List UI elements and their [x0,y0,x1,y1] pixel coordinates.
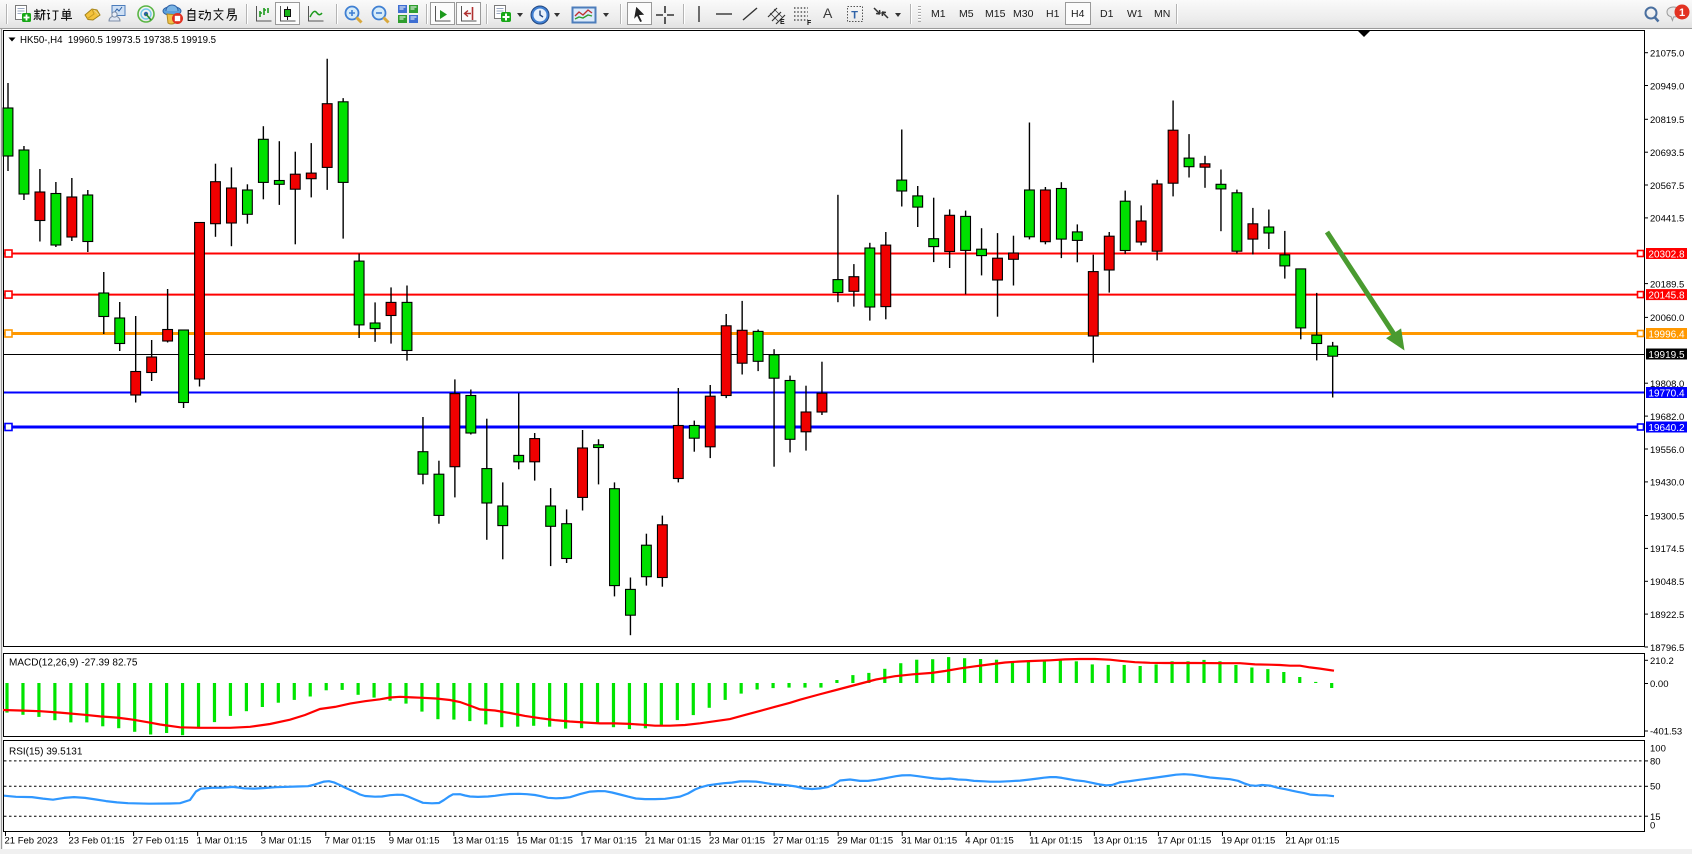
svg-text:19682.0: 19682.0 [1650,412,1684,423]
svg-text:F: F [807,20,812,26]
svg-text:RSI(15) 39.5131: RSI(15) 39.5131 [9,747,83,758]
svg-text:21 Feb 2023: 21 Feb 2023 [5,835,58,846]
svg-text:50: 50 [1650,782,1661,793]
svg-text:13 Apr 01:15: 13 Apr 01:15 [1093,835,1147,846]
svg-text:3 Mar 01:15: 3 Mar 01:15 [261,835,312,846]
svg-text:20302.8: 20302.8 [1648,249,1685,260]
svg-text:19808.0: 19808.0 [1650,379,1684,390]
svg-text:MACD(12,26,9) -27.39 82.75: MACD(12,26,9) -27.39 82.75 [9,658,138,669]
svg-text:27 Feb 01:15: 27 Feb 01:15 [133,835,189,846]
svg-text:20189.5: 20189.5 [1650,279,1684,290]
svg-text:19 Apr 01:15: 19 Apr 01:15 [1221,835,1275,846]
svg-text:20441.5: 20441.5 [1650,214,1684,225]
svg-text:18922.5: 18922.5 [1650,610,1684,621]
svg-text:19640.2: 19640.2 [1648,423,1685,434]
svg-text:19556.0: 19556.0 [1650,445,1684,456]
svg-text:19048.5: 19048.5 [1650,577,1684,588]
svg-text:23 Mar 01:15: 23 Mar 01:15 [709,835,765,846]
svg-text:HK50-,H4 19960.5 19973.5 1973: HK50-,H4 19960.5 19973.5 19738.5 19919.5 [20,35,216,46]
svg-text:19300.5: 19300.5 [1650,511,1684,522]
svg-text:T: T [851,10,858,22]
svg-text:20949.0: 20949.0 [1650,81,1684,92]
svg-text:20060.0: 20060.0 [1650,313,1684,324]
svg-text:11 Apr 01:15: 11 Apr 01:15 [1029,835,1082,846]
svg-text:31 Mar 01:15: 31 Mar 01:15 [901,835,957,846]
svg-text:19996.4: 19996.4 [1648,329,1685,340]
svg-text:1 Mar 01:15: 1 Mar 01:15 [197,835,248,846]
svg-text:15 Mar 01:15: 15 Mar 01:15 [517,835,573,846]
svg-text:20819.5: 20819.5 [1650,115,1684,126]
svg-text:80: 80 [1650,757,1661,768]
svg-text:100: 100 [1650,744,1666,755]
svg-text:7 Mar 01:15: 7 Mar 01:15 [325,835,376,846]
svg-text:0: 0 [1650,821,1655,832]
svg-text:19770.4: 19770.4 [1648,388,1685,399]
svg-text:19919.5: 19919.5 [1648,350,1685,361]
svg-text:21075.0: 21075.0 [1650,49,1684,60]
svg-text:15: 15 [1650,812,1661,823]
svg-text:210.2: 210.2 [1650,656,1674,667]
svg-text:-401.53: -401.53 [1650,727,1682,738]
svg-text:27 Mar 01:15: 27 Mar 01:15 [773,835,829,846]
svg-text:23 Feb 01:15: 23 Feb 01:15 [69,835,125,846]
svg-text:4 Apr 01:15: 4 Apr 01:15 [965,835,1014,846]
svg-text:17 Mar 01:15: 17 Mar 01:15 [581,835,637,846]
svg-text:21 Apr 01:15: 21 Apr 01:15 [1286,835,1340,846]
svg-text:21 Mar 01:15: 21 Mar 01:15 [645,835,701,846]
svg-text:20693.5: 20693.5 [1650,148,1684,159]
svg-text:29 Mar 01:15: 29 Mar 01:15 [837,835,893,846]
svg-text:13 Mar 01:15: 13 Mar 01:15 [453,835,509,846]
svg-text:20145.8: 20145.8 [1648,290,1685,301]
svg-text:20567.5: 20567.5 [1650,181,1684,192]
svg-text:9 Mar 01:15: 9 Mar 01:15 [389,835,440,846]
svg-text:0.00: 0.00 [1650,679,1669,690]
svg-text:17 Apr 01:15: 17 Apr 01:15 [1157,835,1211,846]
svg-text:E: E [780,19,785,26]
svg-text:1: 1 [1679,7,1685,19]
svg-text:19174.5: 19174.5 [1650,544,1684,555]
svg-text:19430.0: 19430.0 [1650,478,1684,489]
svg-text:18796.5: 18796.5 [1650,643,1684,654]
